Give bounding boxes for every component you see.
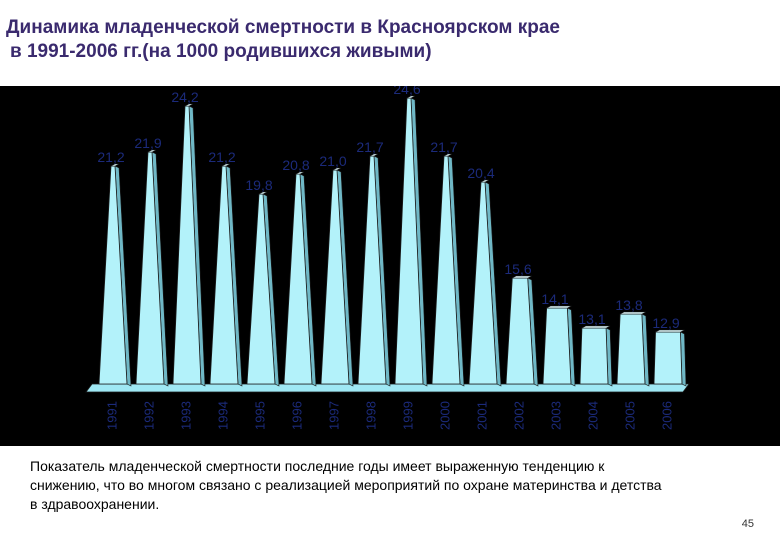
- page-number: 45: [741, 518, 754, 530]
- x-tick-label: 2001: [474, 401, 489, 430]
- x-tick-label: 1991: [104, 401, 119, 430]
- data-label: 20,8: [282, 157, 309, 173]
- data-label: 21,0: [319, 153, 346, 169]
- x-tick-label: 1993: [178, 401, 193, 430]
- bar-top: [443, 153, 453, 157]
- bar-top: [581, 325, 611, 329]
- bar-top: [110, 163, 120, 167]
- x-tick-label: 1998: [363, 401, 378, 430]
- data-label: 19,8: [245, 177, 272, 193]
- bar-top: [221, 163, 231, 167]
- bar-top: [369, 153, 379, 157]
- data-label: 21,2: [97, 149, 124, 165]
- bar-top: [147, 149, 157, 153]
- data-label: 21,7: [356, 139, 383, 155]
- x-tick-label: 2002: [511, 401, 526, 430]
- x-tick-label: 1996: [289, 401, 304, 430]
- data-label: 13,1: [578, 311, 605, 327]
- x-tick-label: 1997: [326, 401, 341, 430]
- bar-top: [512, 275, 532, 279]
- bar: [542, 307, 572, 385]
- slide-title: Динамика младенческой смертности в Красн…: [6, 16, 776, 64]
- x-tick-label: 1994: [215, 401, 230, 430]
- data-label: 20,4: [467, 165, 494, 181]
- x-tick-label: 2004: [585, 401, 600, 430]
- title-line-2: в 1991-2006 гг.(на 1000 родившихся живым…: [10, 41, 432, 62]
- bar-top: [406, 95, 416, 99]
- caption-text: Показатель младенческой смертности после…: [30, 458, 662, 512]
- bar-top: [655, 329, 685, 333]
- data-label: 24,6: [393, 86, 420, 97]
- bar-top: [295, 171, 305, 175]
- bar-top: [620, 311, 646, 315]
- data-label: 21,7: [430, 139, 457, 155]
- bar-top: [258, 191, 268, 195]
- title-line-1: Динамика младенческой смертности в Красн…: [6, 17, 560, 38]
- data-label: 21,9: [134, 135, 161, 151]
- x-tick-label: 2006: [659, 401, 674, 430]
- x-tick-label: 2003: [548, 401, 563, 430]
- x-tick-label: 2005: [622, 401, 637, 430]
- bar-top: [480, 179, 490, 183]
- bar: [653, 331, 683, 385]
- bar-chart: 21,2 1991 21,9 1992 24,2 1993 21,2 1994 19,8 1995…: [85, 86, 690, 430]
- data-label: 21,2: [208, 149, 235, 165]
- x-tick-label: 2000: [437, 401, 452, 430]
- data-label: 24,2: [171, 89, 198, 105]
- bar-top: [332, 167, 342, 171]
- bar-top: [546, 305, 572, 309]
- bar: [579, 327, 609, 385]
- x-tick-label: 1999: [400, 401, 415, 430]
- data-label: 13,8: [615, 297, 642, 313]
- x-tick-label: 1995: [252, 401, 267, 430]
- data-label: 14,1: [541, 291, 568, 307]
- chart-floor: [85, 383, 690, 393]
- x-tick-label: 1992: [141, 401, 156, 430]
- chart-panel: 21,2 1991 21,9 1992 24,2 1993 21,2 1994 19,8 1995…: [0, 86, 780, 446]
- bar: [616, 313, 646, 385]
- data-label: 12,9: [652, 315, 679, 331]
- bar-top: [184, 103, 194, 107]
- data-label: 15,6: [504, 261, 531, 277]
